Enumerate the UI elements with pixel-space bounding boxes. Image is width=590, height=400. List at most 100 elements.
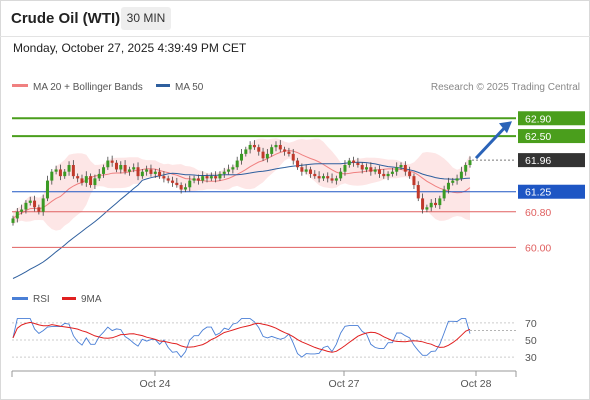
candle-body xyxy=(58,169,62,177)
candle-body xyxy=(369,167,373,172)
candle-body xyxy=(80,178,84,183)
candle-body xyxy=(468,160,472,166)
rsi-line xyxy=(12,318,471,358)
candle-body xyxy=(347,160,351,166)
level-tag-61-25 xyxy=(518,184,585,199)
candle-body xyxy=(308,169,312,174)
candle-body xyxy=(252,144,256,148)
candle-body xyxy=(45,180,49,199)
candle-body xyxy=(240,153,243,161)
candle-body xyxy=(171,180,175,183)
candle-body xyxy=(76,176,80,179)
level-tag-62-90 xyxy=(518,111,585,126)
candle-body xyxy=(24,202,28,210)
candle-body xyxy=(84,176,88,183)
legend-label-ma20: MA 20 + Bollinger Bands xyxy=(33,82,143,93)
candle-body xyxy=(136,167,140,177)
candle-body xyxy=(145,169,149,172)
candle-body xyxy=(261,151,265,159)
candle-body xyxy=(451,180,455,183)
candle-body xyxy=(158,171,162,177)
candle-body xyxy=(71,165,75,177)
candle-body xyxy=(442,189,446,199)
candle-body xyxy=(222,171,226,174)
candle-body xyxy=(421,198,425,210)
candle-body xyxy=(11,218,15,223)
candle-body xyxy=(291,153,295,161)
x-tick-label: Oct 24 xyxy=(140,378,171,390)
candle-body xyxy=(15,211,19,219)
candle-body xyxy=(438,198,442,206)
legend-swatch-ma20 xyxy=(12,84,28,87)
candle-body xyxy=(20,209,24,212)
timeframe-button[interactable]: 30 MIN xyxy=(121,7,171,30)
candle-body xyxy=(373,169,377,172)
candle-body xyxy=(175,182,179,186)
legend-swatch-9ma xyxy=(62,297,76,300)
rsi-tick-30: 30 xyxy=(525,352,537,364)
candle-body xyxy=(265,153,269,159)
candle-body xyxy=(390,171,394,174)
ma50-line xyxy=(12,161,471,279)
candle-body xyxy=(188,180,192,188)
candle-body xyxy=(110,160,114,163)
candle-body xyxy=(205,176,209,179)
x-tick-label: Oct 28 xyxy=(461,378,492,390)
legend-label-9ma: 9MA xyxy=(81,294,102,305)
candle-body xyxy=(196,178,200,181)
candle-body xyxy=(67,165,71,172)
candle-body xyxy=(287,151,291,154)
candle-body xyxy=(464,165,468,172)
candle-body xyxy=(395,167,399,172)
candle-body xyxy=(313,173,317,177)
candle-body xyxy=(339,171,343,179)
candle-body xyxy=(416,185,420,199)
candle-body xyxy=(304,169,308,172)
level-label-61-96: 61.96 xyxy=(525,155,551,167)
candle-body xyxy=(218,173,222,179)
projection-arrow-head xyxy=(499,121,512,134)
candle-body xyxy=(162,176,166,179)
candle-body xyxy=(399,165,403,168)
candle-body xyxy=(343,165,347,172)
candle-body xyxy=(317,176,321,179)
candle-body xyxy=(149,169,153,174)
support-label-60-00: 60.00 xyxy=(525,242,551,254)
candle-body xyxy=(89,176,93,186)
candle-body xyxy=(140,171,144,177)
candle-body xyxy=(50,171,54,181)
candle-body xyxy=(434,202,438,206)
bollinger-band-fill xyxy=(13,138,470,231)
legend-label-rsi: RSI xyxy=(33,294,50,305)
projection-arrow-shaft xyxy=(474,125,508,160)
level-tag-62-50 xyxy=(518,129,585,144)
candle-body xyxy=(459,171,463,179)
level-label-61-25: 61.25 xyxy=(525,187,551,199)
candle-body xyxy=(356,162,360,166)
candle-body xyxy=(360,165,364,170)
candle-body xyxy=(386,173,390,177)
candle-body xyxy=(97,173,101,179)
candle-body xyxy=(321,176,325,179)
support-label-60-80: 60.80 xyxy=(525,207,551,219)
candle-body xyxy=(102,167,106,174)
candle-body xyxy=(201,176,205,181)
candle-body xyxy=(127,169,131,172)
candle-body xyxy=(37,207,41,212)
rsi-tick-70: 70 xyxy=(525,318,537,330)
candle-body xyxy=(412,176,416,186)
credit-text: Research © 2025 Trading Central xyxy=(431,82,580,93)
candle-body xyxy=(114,162,118,170)
candle-body xyxy=(209,176,213,179)
candle-body xyxy=(408,171,412,177)
candle-body xyxy=(330,178,334,181)
level-label-62-50: 62.50 xyxy=(525,131,551,143)
candle-body xyxy=(257,147,261,152)
candle-body xyxy=(244,149,248,154)
candle-body xyxy=(300,167,304,172)
candle-body xyxy=(377,169,381,174)
candle-body xyxy=(334,178,338,181)
candle-body xyxy=(33,200,37,208)
timestamp: Monday, October 27, 2025 4:39:49 PM CET xyxy=(13,41,247,55)
